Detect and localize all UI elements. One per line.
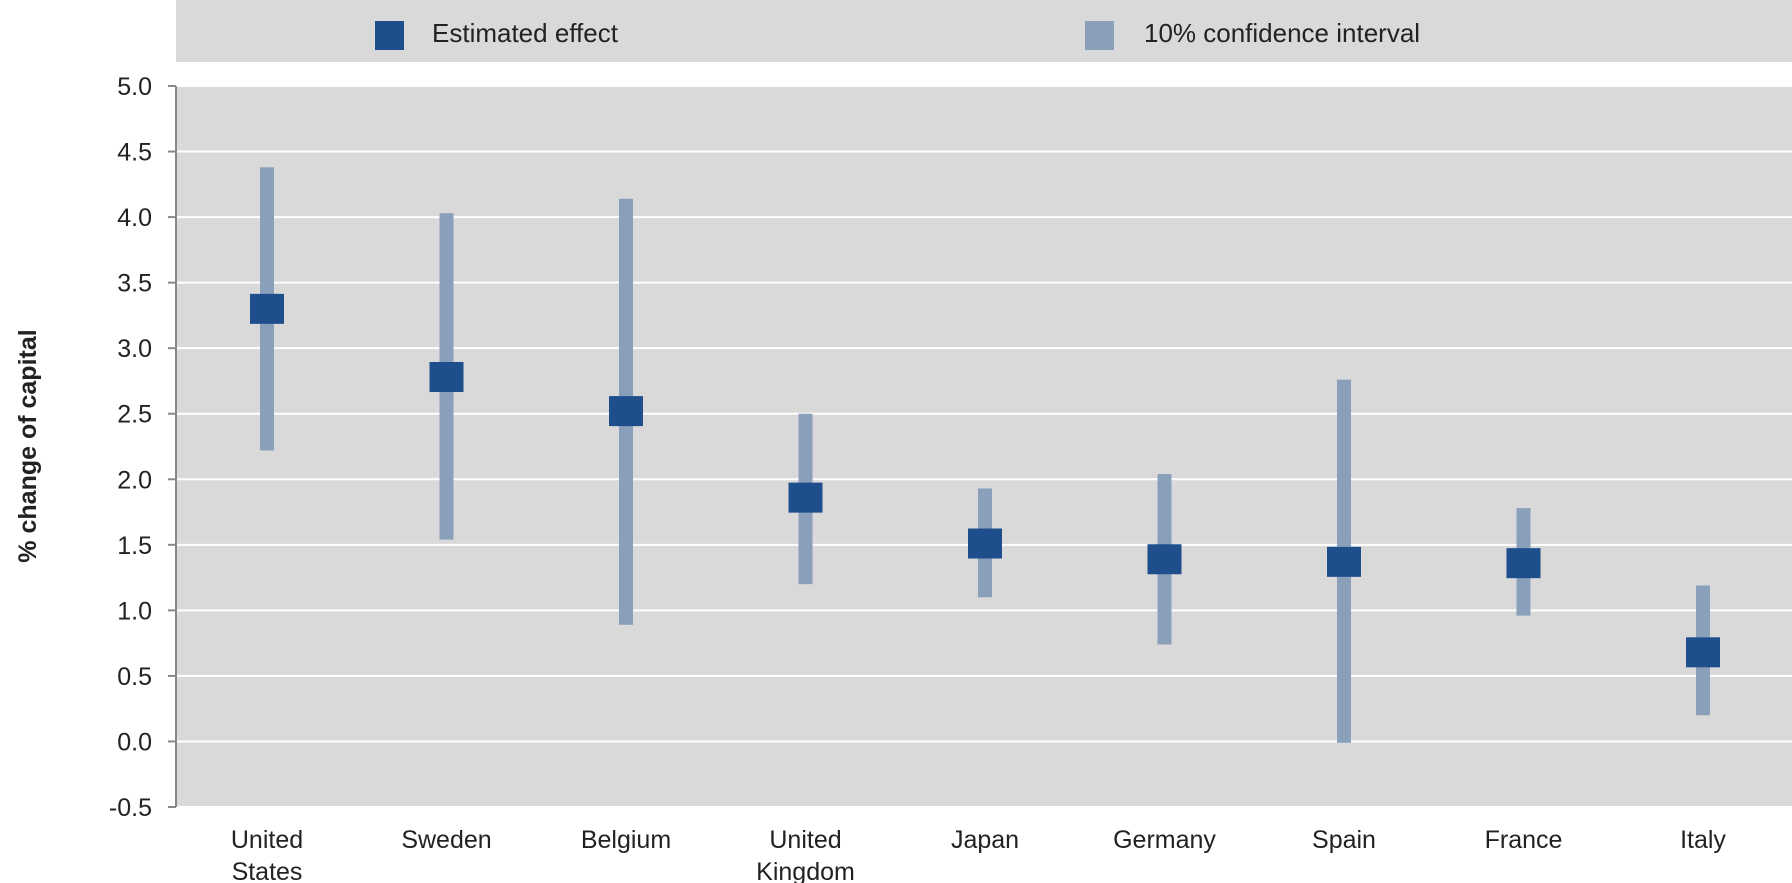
category-label: Italy xyxy=(1680,826,1726,854)
estimated-effect-point xyxy=(1147,544,1182,575)
legend-swatch-1 xyxy=(1085,21,1114,50)
category-label: Kingdom xyxy=(756,858,855,883)
category-label: States xyxy=(232,858,303,883)
legend-label-0: Estimated effect xyxy=(432,18,619,48)
estimated-effect-point xyxy=(609,396,643,427)
y-tick-label: 2.0 xyxy=(117,466,152,494)
category-label: Germany xyxy=(1113,826,1216,854)
category-label: Japan xyxy=(951,826,1019,854)
estimated-effect-point xyxy=(1506,548,1541,579)
category-label: Belgium xyxy=(581,826,671,854)
y-tick-label: 4.0 xyxy=(117,204,152,232)
estimated-effects xyxy=(250,293,1720,668)
category-label: United xyxy=(769,826,841,854)
legend-box xyxy=(176,0,1792,62)
estimated-effect-point xyxy=(1327,546,1361,577)
y-tick-label: 2.5 xyxy=(117,401,152,429)
y-tick-label: 1.0 xyxy=(117,597,152,625)
estimated-effect-point xyxy=(788,482,823,513)
category-label: United xyxy=(231,826,303,854)
category-label: Sweden xyxy=(401,826,491,854)
estimated-effect-point xyxy=(250,293,284,324)
y-tick-label: 0.5 xyxy=(117,663,152,691)
estimated-effect-point xyxy=(429,362,464,393)
legend: Estimated effect 10% confidence interval xyxy=(375,18,1420,50)
y-tick-label: 3.5 xyxy=(117,270,152,298)
plot-area xyxy=(176,86,1792,807)
y-tick-label: 4.5 xyxy=(117,139,152,167)
category-label: Spain xyxy=(1312,826,1376,854)
y-axis-title: % change of capital xyxy=(14,329,42,562)
y-tick-label: -0.5 xyxy=(109,794,152,822)
category-label: France xyxy=(1485,826,1563,854)
y-tick-label: 0.0 xyxy=(117,728,152,756)
legend-swatch-0 xyxy=(375,21,404,50)
estimated-effect-point xyxy=(968,528,1002,559)
estimated-effect-point xyxy=(1686,637,1720,668)
legend-label-1: 10% confidence interval xyxy=(1144,18,1420,48)
x-axis: United States Sweden Belgium United Kingdom Ja… xyxy=(231,826,1727,883)
y-tick-label: 3.0 xyxy=(117,335,152,363)
y-tick-label: 1.5 xyxy=(117,532,152,560)
y-axis: 5.0 4.5 4.0 3.5 3.0 2.5 2.0 1.5 1.0 0.5 0.0 -0.5 xyxy=(109,73,176,822)
y-tick-label: 5.0 xyxy=(117,73,152,101)
